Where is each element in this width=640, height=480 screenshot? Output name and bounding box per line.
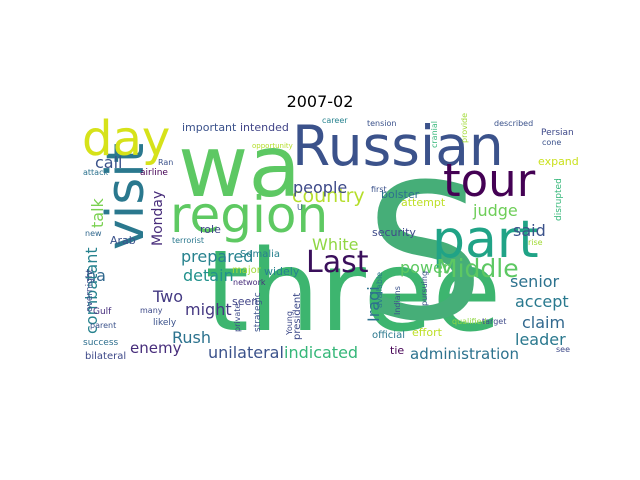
- word-ran: Ran: [158, 158, 173, 167]
- word-indians: Indians: [393, 286, 402, 315]
- word-attempt: attempt: [401, 196, 446, 209]
- word-role: role: [200, 223, 221, 236]
- word-available: available: [375, 272, 384, 308]
- word-rush: Rush: [172, 328, 211, 347]
- word-new: new: [85, 229, 102, 238]
- word-likely: likely: [153, 318, 177, 328]
- word-bilateral: bilateral: [85, 351, 126, 362]
- word-airline: airline: [140, 168, 168, 178]
- word-unilateral: unilateral: [208, 343, 284, 362]
- word-expand: expand: [538, 155, 579, 168]
- word-enemy: enemy: [130, 339, 182, 357]
- word-attack: attack: [83, 168, 108, 177]
- word-talk: talk: [88, 197, 107, 228]
- word-important: important: [182, 121, 237, 134]
- word-parent: parent: [90, 321, 116, 330]
- word-day: day: [82, 111, 170, 167]
- word-accept: accept: [515, 292, 569, 311]
- word-cranial: cranial: [430, 121, 439, 148]
- word-president: president: [292, 293, 303, 340]
- word-tour: tour: [443, 154, 536, 207]
- word-leader: leader: [515, 330, 566, 349]
- word-combatant: combatant: [82, 247, 101, 334]
- word-pursuing: pursuing: [420, 271, 429, 306]
- word-senior: senior: [510, 272, 560, 291]
- word-terrorist: terrorist: [172, 236, 204, 245]
- word-private: private: [233, 304, 242, 332]
- word-cone: cone: [542, 138, 561, 147]
- word-call: call: [95, 153, 123, 172]
- word-judge: judge: [472, 201, 518, 220]
- word-part: part: [432, 210, 539, 270]
- word-opportunity: opportunity: [252, 142, 293, 150]
- word-first: first: [371, 185, 387, 194]
- word-power: power: [400, 258, 450, 277]
- word-gulf: Gulf: [93, 307, 112, 317]
- word-seen: seen: [232, 295, 258, 308]
- word-young: Young: [285, 311, 294, 336]
- word-qualified: qualified: [452, 317, 487, 326]
- word-many: many: [140, 306, 163, 315]
- word-tension: tension: [367, 119, 396, 128]
- word-security: security: [372, 226, 416, 239]
- word-s: S: [365, 144, 484, 363]
- word-disrupted: disrupted: [554, 178, 564, 221]
- word-might: might: [185, 300, 232, 319]
- word-two: Two: [152, 287, 183, 306]
- word-region: region: [170, 186, 328, 244]
- word-prepared: prepared: [181, 247, 253, 266]
- word-u: U: [297, 203, 303, 212]
- word-somalia: Somalia: [240, 249, 280, 260]
- word-arab: Arab: [110, 234, 136, 247]
- word-claim: claim: [522, 313, 565, 332]
- word-effort: effort: [412, 326, 443, 339]
- word-described: described: [494, 119, 533, 128]
- word-iraqi: Iraqi: [364, 286, 383, 322]
- word-people: people: [293, 178, 347, 197]
- word-detain: detain: [183, 266, 234, 285]
- word-administration: administration: [410, 345, 519, 363]
- word-success: success: [83, 338, 119, 348]
- word-intended: intended: [240, 121, 289, 134]
- word-visit: visit: [96, 143, 156, 250]
- word-russian: Russian: [292, 114, 504, 178]
- word-said: said: [513, 221, 546, 240]
- word-three: three: [205, 227, 501, 357]
- word-network: network: [233, 278, 266, 287]
- word-target: target: [482, 317, 506, 326]
- word-indicated: indicated: [284, 343, 358, 362]
- word-country: country: [292, 185, 365, 207]
- word-career: career: [322, 116, 348, 125]
- chart-title: 2007-02: [286, 92, 354, 111]
- word-wa: wa: [178, 117, 301, 217]
- word-provide: provide: [460, 113, 469, 143]
- word-overnight: overnight: [85, 268, 95, 312]
- word-official: official: [372, 330, 405, 341]
- word-major: major: [232, 265, 262, 276]
- word-persian: Persian: [541, 128, 574, 138]
- word-strategic: strategic: [253, 292, 263, 332]
- word-rise: rise: [528, 238, 543, 247]
- word-see: see: [556, 345, 570, 354]
- word-middle: Middle: [436, 254, 519, 283]
- word-widely: widely: [264, 265, 300, 278]
- word-monday: Monday: [150, 191, 166, 246]
- word-tie: tie: [390, 344, 404, 357]
- word-white: White: [312, 235, 359, 254]
- word-ha: ha: [86, 266, 106, 285]
- word-bolster: bolster: [381, 188, 420, 201]
- word-last: Last: [306, 245, 369, 280]
